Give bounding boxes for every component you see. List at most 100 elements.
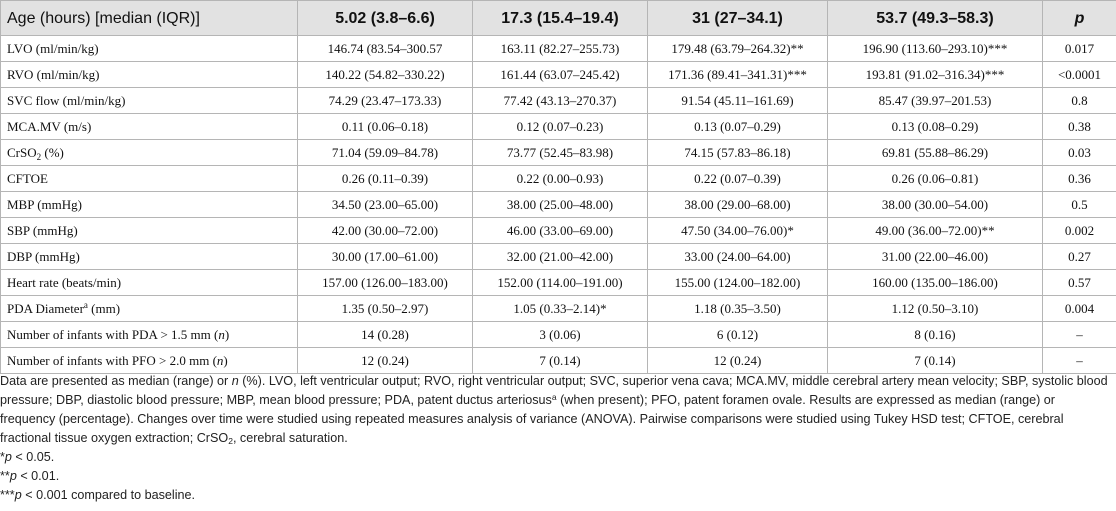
cell: 0.13 (0.07–0.29) — [647, 113, 828, 140]
row-label: MBP (mmHg) — [0, 191, 298, 218]
p-value: 0.004 — [1042, 295, 1116, 322]
table-row: DBP (mmHg) 30.00 (17.00–61.00) 32.00 (21… — [0, 243, 1116, 270]
cell: 0.11 (0.06–0.18) — [297, 113, 473, 140]
cell: 32.00 (21.00–42.00) — [472, 243, 648, 270]
footnote-sig-2: **p < 0.01. — [0, 469, 60, 483]
cell: 12 (0.24) — [297, 347, 473, 374]
row-label: SVC flow (ml/min/kg) — [0, 87, 298, 114]
row-label: SBP (mmHg) — [0, 217, 298, 244]
cell: 0.22 (0.07–0.39) — [647, 165, 828, 192]
table-row: SVC flow (ml/min/kg) 74.29 (23.47–173.33… — [0, 87, 1116, 114]
cell: 38.00 (29.00–68.00) — [647, 191, 828, 218]
cell: 171.36 (89.41–341.31)*** — [647, 61, 828, 88]
cell: 160.00 (135.00–186.00) — [827, 269, 1043, 296]
row-label: PDA Diametera (mm) — [0, 295, 298, 322]
cell: 49.00 (36.00–72.00)** — [827, 217, 1043, 244]
p-value: 0.03 — [1042, 139, 1116, 166]
cell: 91.54 (45.11–161.69) — [647, 87, 828, 114]
table-row: RVO (ml/min/kg) 140.22 (54.82–330.22) 16… — [0, 61, 1116, 88]
cell: 12 (0.24) — [647, 347, 828, 374]
cell: 7 (0.14) — [827, 347, 1043, 374]
row-label: Heart rate (beats/min) — [0, 269, 298, 296]
cell: 14 (0.28) — [297, 321, 473, 348]
row-label: RVO (ml/min/kg) — [0, 61, 298, 88]
table-row: Number of infants with PDA > 1.5 mm (n) … — [0, 321, 1116, 348]
row-label: CFTOE — [0, 165, 298, 192]
cell: 73.77 (52.45–83.98) — [472, 139, 648, 166]
cell: 38.00 (30.00–54.00) — [827, 191, 1043, 218]
cell: 71.04 (59.09–84.78) — [297, 139, 473, 166]
cell: 193.81 (91.02–316.34)*** — [827, 61, 1043, 88]
cell: 33.00 (24.00–64.00) — [647, 243, 828, 270]
table-row: CrSO2 (%) 71.04 (59.09–84.78) 73.77 (52.… — [0, 139, 1116, 166]
p-value: 0.8 — [1042, 87, 1116, 114]
cell: 74.15 (57.83–86.18) — [647, 139, 828, 166]
cell: 163.11 (82.27–255.73) — [472, 35, 648, 62]
p-value: 0.27 — [1042, 243, 1116, 270]
row-label: Number of infants with PFO > 2.0 mm (n) — [0, 347, 298, 374]
cell: 140.22 (54.82–330.22) — [297, 61, 473, 88]
cell: 77.42 (43.13–270.37) — [472, 87, 648, 114]
p-value: 0.38 — [1042, 113, 1116, 140]
header-age: Age (hours) [median (IQR)] — [0, 0, 298, 36]
row-label: MCA.MV (m/s) — [0, 113, 298, 140]
table-footnotes: Data are presented as median (range) or … — [0, 372, 1110, 505]
cell: 179.48 (63.79–264.32)** — [647, 35, 828, 62]
header-col-4: 53.7 (49.3–58.3) — [827, 0, 1043, 36]
cell: 85.47 (39.97–201.53) — [827, 87, 1043, 114]
table-row: Number of infants with PFO > 2.0 mm (n) … — [0, 347, 1116, 374]
cell: 0.13 (0.08–0.29) — [827, 113, 1043, 140]
cell: 1.18 (0.35–3.50) — [647, 295, 828, 322]
cell: 42.00 (30.00–72.00) — [297, 217, 473, 244]
table-row: MCA.MV (m/s) 0.11 (0.06–0.18) 0.12 (0.07… — [0, 113, 1116, 140]
cell: 30.00 (17.00–61.00) — [297, 243, 473, 270]
header-col-3: 31 (27–34.1) — [647, 0, 828, 36]
row-label: CrSO2 (%) — [0, 139, 298, 166]
cell: 0.22 (0.00–0.93) — [472, 165, 648, 192]
table-row: LVO (ml/min/kg) 146.74 (83.54–300.57 163… — [0, 35, 1116, 62]
p-value: 0.5 — [1042, 191, 1116, 218]
p-value: – — [1042, 347, 1116, 374]
cell: 155.00 (124.00–182.00) — [647, 269, 828, 296]
p-value: <0.0001 — [1042, 61, 1116, 88]
cell: 31.00 (22.00–46.00) — [827, 243, 1043, 270]
row-label: DBP (mmHg) — [0, 243, 298, 270]
table-row: Heart rate (beats/min) 157.00 (126.00–18… — [0, 269, 1116, 296]
cell: 34.50 (23.00–65.00) — [297, 191, 473, 218]
header-p: p — [1042, 0, 1116, 36]
cell: 74.29 (23.47–173.33) — [297, 87, 473, 114]
cell: 6 (0.12) — [647, 321, 828, 348]
p-value: 0.017 — [1042, 35, 1116, 62]
cell: 0.26 (0.06–0.81) — [827, 165, 1043, 192]
cell: 152.00 (114.00–191.00) — [472, 269, 648, 296]
cell: 0.26 (0.11–0.39) — [297, 165, 473, 192]
table-row: SBP (mmHg) 42.00 (30.00–72.00) 46.00 (33… — [0, 217, 1116, 244]
table-row: MBP (mmHg) 34.50 (23.00–65.00) 38.00 (25… — [0, 191, 1116, 218]
cell: 1.12 (0.50–3.10) — [827, 295, 1043, 322]
p-value: – — [1042, 321, 1116, 348]
cell: 161.44 (63.07–245.42) — [472, 61, 648, 88]
table-header-row: Age (hours) [median (IQR)] 5.02 (3.8–6.6… — [0, 0, 1116, 36]
footnote-sig-3: ***p < 0.001 compared to baseline. — [0, 488, 195, 502]
cell: 3 (0.06) — [472, 321, 648, 348]
results-table: Age (hours) [median (IQR)] 5.02 (3.8–6.6… — [0, 0, 1116, 374]
cell: 1.05 (0.33–2.14)* — [472, 295, 648, 322]
cell: 69.81 (55.88–86.29) — [827, 139, 1043, 166]
cell: 47.50 (34.00–76.00)* — [647, 217, 828, 244]
cell: 8 (0.16) — [827, 321, 1043, 348]
cell: 0.12 (0.07–0.23) — [472, 113, 648, 140]
p-value: 0.36 — [1042, 165, 1116, 192]
cell: 38.00 (25.00–48.00) — [472, 191, 648, 218]
row-label: LVO (ml/min/kg) — [0, 35, 298, 62]
p-value: 0.002 — [1042, 217, 1116, 244]
header-col-1: 5.02 (3.8–6.6) — [297, 0, 473, 36]
footnote-sig-1: *p < 0.05. — [0, 450, 55, 464]
row-label: Number of infants with PDA > 1.5 mm (n) — [0, 321, 298, 348]
header-col-2: 17.3 (15.4–19.4) — [472, 0, 648, 36]
cell: 157.00 (126.00–183.00) — [297, 269, 473, 296]
cell: 7 (0.14) — [472, 347, 648, 374]
footnote-main: Data are presented as median (range) or … — [0, 374, 1108, 446]
cell: 46.00 (33.00–69.00) — [472, 217, 648, 244]
results-table-container: Age (hours) [median (IQR)] 5.02 (3.8–6.6… — [0, 0, 1116, 374]
cell: 196.90 (113.60–293.10)*** — [827, 35, 1043, 62]
